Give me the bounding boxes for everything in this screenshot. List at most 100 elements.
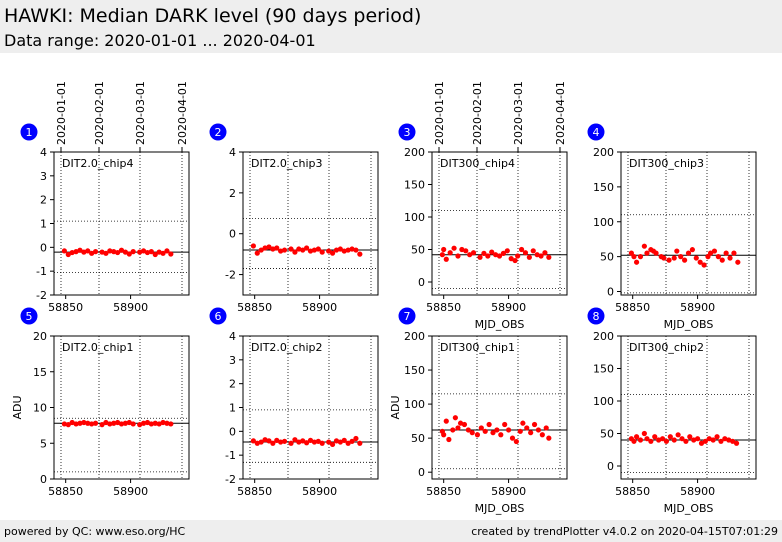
- header-bar: HAWKI: Median DARK level (90 days period…: [0, 0, 782, 53]
- y-tick-label: -2: [225, 269, 236, 282]
- data-point: [85, 420, 91, 426]
- y-tick-label: 0: [40, 473, 47, 486]
- data-point: [687, 434, 693, 440]
- data-point: [524, 425, 530, 431]
- panel-number-badge: [209, 123, 227, 141]
- date-tick-label: 2020-04-01: [176, 81, 189, 145]
- y-tick-label: 2: [40, 194, 47, 207]
- data-point: [496, 253, 503, 259]
- y-tick-label: 20: [33, 330, 47, 343]
- data-point: [697, 259, 703, 265]
- data-point: [140, 420, 147, 426]
- data-point: [311, 439, 317, 445]
- x-tick-label: 58850: [615, 485, 650, 498]
- data-point: [270, 246, 276, 252]
- data-point: [319, 440, 325, 446]
- y-axis-label: ADU: [11, 395, 24, 419]
- data-point: [542, 250, 548, 256]
- chart-panel-4: 0 50 100 150 200 58850 58900 DIT300_chip3 MJD_OB…: [587, 123, 757, 331]
- panel-label: DIT2.0_chip4: [62, 157, 133, 170]
- data-point: [270, 440, 276, 446]
- data-point: [122, 249, 128, 255]
- data-point: [118, 247, 125, 253]
- x-axis-label: MJD_OBS: [475, 502, 525, 515]
- data-point: [682, 257, 688, 263]
- y-tick-label: 3: [229, 354, 236, 367]
- data-point: [689, 247, 695, 253]
- data-point: [733, 440, 740, 446]
- date-tick-label: 2020-01-01: [433, 81, 446, 145]
- data-point: [443, 256, 449, 262]
- x-tick-label: 58900: [680, 485, 715, 498]
- data-point: [653, 250, 659, 256]
- data-point: [710, 437, 716, 443]
- data-point: [631, 438, 637, 444]
- data-point: [702, 438, 708, 444]
- data-point: [486, 421, 492, 428]
- data-point: [478, 425, 484, 431]
- data-point: [730, 438, 736, 444]
- data-point: [727, 255, 733, 261]
- data-point: [715, 254, 721, 260]
- data-point: [666, 257, 672, 263]
- data-point: [326, 439, 332, 445]
- x-tick-label: 58850: [426, 485, 461, 498]
- data-point: [539, 432, 545, 438]
- panel-label: DIT300_chip2: [629, 341, 704, 354]
- data-point: [520, 420, 526, 426]
- data-point: [345, 440, 351, 446]
- date-tick-label: 2020-02-01: [471, 81, 484, 145]
- data-point: [281, 247, 288, 253]
- y-tick-label: 4: [40, 146, 47, 159]
- data-point: [485, 253, 491, 259]
- data-point: [148, 249, 154, 255]
- footer-bar: powered by QC: www.eso.org/HC created by…: [0, 520, 782, 542]
- footer-left-text: powered by QC: www.eso.org/HC: [4, 525, 186, 538]
- panel-number-badge: [398, 123, 416, 141]
- data-point: [111, 249, 117, 255]
- data-point: [168, 421, 174, 427]
- footer-right-text: created by trendPlotter v4.0.2 on 2020-0…: [471, 525, 778, 538]
- data-point: [455, 253, 461, 259]
- data-point: [451, 245, 457, 251]
- plot-frame: [53, 335, 190, 480]
- y-tick-label: 150: [404, 364, 425, 377]
- panel-number-text: 6: [215, 310, 222, 323]
- y-tick-label: 150: [404, 179, 425, 192]
- panel-number-badge: [587, 307, 605, 325]
- data-point: [707, 250, 714, 256]
- y-tick-label: 15: [33, 366, 47, 379]
- data-point: [349, 438, 355, 444]
- data-point: [148, 421, 154, 427]
- data-point: [698, 440, 705, 446]
- data-point: [637, 437, 644, 443]
- data-point: [663, 438, 670, 444]
- data-point: [685, 250, 692, 256]
- data-point: [326, 248, 332, 254]
- data-point: [683, 438, 689, 444]
- panel-number-badge: [587, 123, 605, 141]
- y-tick-label: -1: [225, 449, 236, 462]
- data-point: [337, 246, 343, 252]
- data-point: [254, 250, 260, 256]
- data-point: [498, 432, 504, 438]
- data-point: [679, 436, 685, 442]
- data-point: [528, 430, 534, 436]
- data-point: [659, 436, 666, 442]
- panel-label: DIT300_chip3: [629, 157, 704, 170]
- data-point: [160, 419, 166, 426]
- panel-number-text: 3: [404, 126, 411, 139]
- y-tick-label: 50: [600, 428, 614, 441]
- data-point: [77, 247, 83, 253]
- x-axis-label: MJD_OBS: [664, 502, 714, 515]
- data-point: [731, 250, 737, 256]
- y-tick-label: 100: [593, 216, 614, 229]
- data-point: [319, 249, 325, 255]
- panel-number-text: 4: [593, 126, 600, 139]
- x-tick-label: 58850: [237, 301, 272, 314]
- data-point: [258, 247, 264, 253]
- data-point: [469, 430, 475, 436]
- y-tick-label: 4: [229, 146, 236, 159]
- data-point: [341, 437, 347, 443]
- data-point: [307, 437, 314, 443]
